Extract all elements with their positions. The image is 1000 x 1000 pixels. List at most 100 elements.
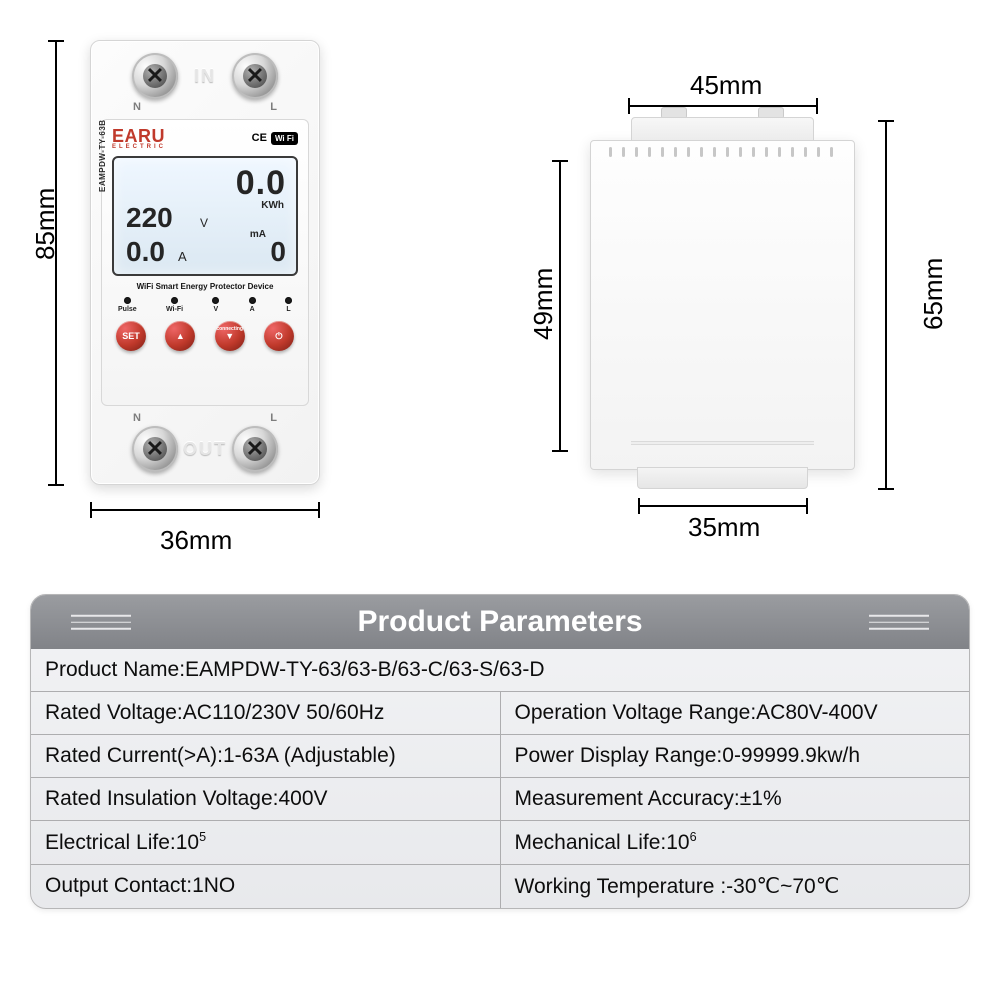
device-side-body <box>590 140 855 470</box>
led-indicator: L <box>285 297 292 313</box>
param-row: Product Name:EAMPDW-TY-63/63-B/63-C/63-S… <box>31 649 969 691</box>
lcd-kwh-value: 0.0 <box>236 164 286 203</box>
dim-cap <box>552 450 568 452</box>
device-button[interactable]: ▲ <box>165 321 195 351</box>
header-lines-icon <box>869 615 929 630</box>
dim-label-49mm: 49mm <box>528 268 559 340</box>
led-dot <box>124 297 131 304</box>
device-button[interactable]: connecting▼ <box>215 321 245 351</box>
vent-slot <box>778 147 781 157</box>
param-cell: Operation Voltage Range:AC80V-400V <box>501 692 970 734</box>
led-row: Pulse Wi-Fi V A L <box>118 297 292 313</box>
led-label: L <box>286 306 290 313</box>
side-foot-block <box>637 467 808 489</box>
vent-slot <box>674 147 677 157</box>
vent-slot <box>791 147 794 157</box>
param-cell: Output Contact:1NO <box>31 865 501 908</box>
device-subtitle: WiFi Smart Energy Protector Device <box>112 282 298 291</box>
led-dot <box>212 297 219 304</box>
vent-slot <box>700 147 703 157</box>
lcd-voltage: 220 <box>126 202 173 234</box>
device-front-body: IN N L EAMPDW-TY-63B EARU ELECTRIC CE <box>90 40 320 485</box>
dim-line <box>55 40 57 485</box>
dim-line <box>885 120 887 488</box>
parameters-header: Product Parameters <box>31 595 969 649</box>
device-side-wrap: 45mm 65mm 49mm 35mm <box>520 80 920 540</box>
dim-cap <box>48 484 64 486</box>
lcd-ma-unit: mA <box>250 229 266 240</box>
led-indicator: V <box>212 297 219 313</box>
vent-slot <box>817 147 820 157</box>
parameters-panel: Product Parameters Product Name:EAMPDW-T… <box>30 594 970 909</box>
vent-slot <box>609 147 612 157</box>
vent-slot <box>739 147 742 157</box>
led-label: A <box>250 306 255 313</box>
dim-label-65mm: 65mm <box>918 258 949 330</box>
terminal-row-in: IN <box>91 47 319 105</box>
badge-row: CE Wi Fi <box>252 132 298 145</box>
dim-line <box>638 505 806 507</box>
led-dot <box>171 297 178 304</box>
led-label: Pulse <box>118 306 137 313</box>
vent-slot <box>804 147 807 157</box>
screw-terminal <box>132 53 178 99</box>
led-dot <box>249 297 256 304</box>
screw-terminal <box>132 426 178 472</box>
brand-sub: ELECTRIC <box>112 144 166 150</box>
screw-terminal <box>232 53 278 99</box>
side-top-block <box>631 117 814 141</box>
param-cell: Electrical Life:105 <box>31 821 501 864</box>
vent-slot <box>648 147 651 157</box>
vent-slot <box>752 147 755 157</box>
param-cell: Working Temperature :-30℃~70℃ <box>501 865 970 908</box>
param-cell: Rated Voltage:AC110/230V 50/60Hz <box>31 692 501 734</box>
dim-label-35mm: 35mm <box>688 512 760 543</box>
lcd-kwh-unit: KWh <box>261 200 284 211</box>
lcd-current: 0.0 <box>126 236 165 268</box>
led-indicator: A <box>249 297 256 313</box>
vent-slot <box>830 147 833 157</box>
dim-cap <box>878 488 894 490</box>
device-button[interactable]: SET <box>116 321 146 351</box>
led-label: V <box>214 306 219 313</box>
param-cell: Power Display Range:0-99999.9kw/h <box>501 735 970 777</box>
device-button[interactable]: ⏻ <box>264 321 294 351</box>
model-number: EAMPDW-TY-63B <box>98 119 107 192</box>
param-row: Electrical Life:105Mechanical Life:106 <box>31 820 969 864</box>
top-area: 85mm 36mm IN N L EAMPDW-TY-63B EARU <box>0 0 1000 580</box>
lcd-ma-value: 0 <box>270 236 286 268</box>
screw-terminal <box>232 426 278 472</box>
vent-slot <box>622 147 625 157</box>
face-plate: EAMPDW-TY-63B EARU ELECTRIC CE Wi Fi 0.0 <box>101 119 309 406</box>
led-dot <box>285 297 292 304</box>
l-label: L <box>270 101 277 113</box>
header-lines-icon <box>71 615 131 630</box>
terminal-label-out: OUT <box>183 439 227 460</box>
brand-row: EARU ELECTRIC CE Wi Fi <box>112 126 298 150</box>
n-label: N <box>133 101 141 113</box>
vent-slot <box>661 147 664 157</box>
parameters-body: Product Name:EAMPDW-TY-63/63-B/63-C/63-S… <box>31 649 969 908</box>
device-front: IN N L EAMPDW-TY-63B EARU ELECTRIC CE <box>90 40 320 545</box>
dim-line <box>559 160 561 450</box>
lcd-display: 0.0 KWh 220 V 0.0 A mA 0 <box>112 156 298 276</box>
vent-slot <box>635 147 638 157</box>
parameters-title: Product Parameters <box>357 605 642 638</box>
wifi-badge: Wi Fi <box>271 132 298 145</box>
brand-block: EARU ELECTRIC <box>112 126 166 150</box>
vent-slot <box>713 147 716 157</box>
dim-cap <box>816 98 818 114</box>
dim-label-45mm: 45mm <box>690 70 762 101</box>
dim-line <box>628 105 816 107</box>
vent-slot <box>726 147 729 157</box>
terminal-label-in: IN <box>194 66 216 87</box>
led-indicator: Wi-Fi <box>166 297 183 313</box>
terminal-row-out: OUT <box>91 420 319 478</box>
dim-label-85mm: 85mm <box>30 188 61 260</box>
led-indicator: Pulse <box>118 297 137 313</box>
vent-slot <box>687 147 690 157</box>
param-cell: Mechanical Life:106 <box>501 821 970 864</box>
param-cell: Measurement Accuracy:±1% <box>501 778 970 820</box>
param-row: Rated Voltage:AC110/230V 50/60HzOperatio… <box>31 691 969 734</box>
lcd-voltage-unit: V <box>200 216 208 230</box>
